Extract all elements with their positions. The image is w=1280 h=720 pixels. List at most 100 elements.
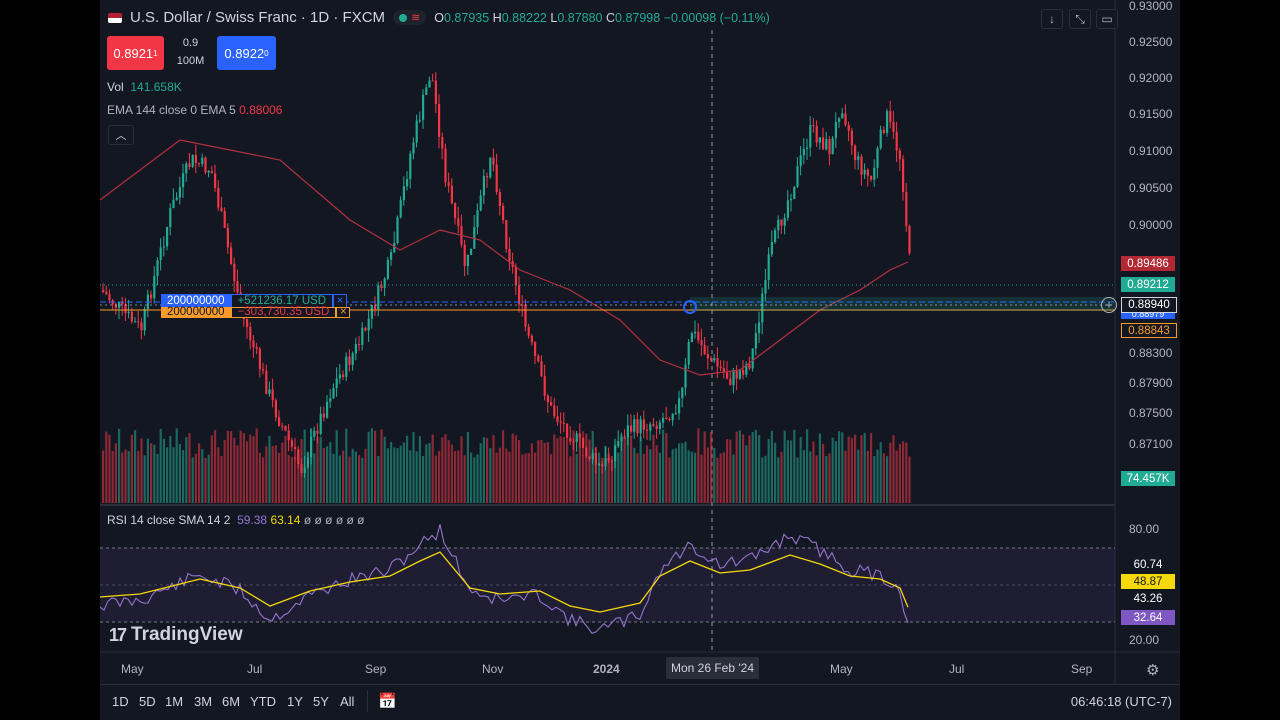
candle-body (370, 305, 373, 319)
ema-legend[interactable]: EMA 144 close 0 EMA 5 0.88006 (107, 103, 282, 117)
volume-legend[interactable]: Vol 141.658K (107, 80, 182, 94)
volume-bar (761, 457, 764, 503)
tradingview-logo[interactable]: 17 TradingView (109, 624, 243, 646)
short-order-label[interactable]: 200000000 −303,730.35 USD × (161, 305, 351, 319)
volume-bar (719, 453, 722, 503)
buy-button[interactable]: 0.8922 0 (217, 36, 276, 70)
candle-body (748, 364, 751, 369)
volume-bar (540, 439, 543, 503)
candle-body (889, 111, 892, 122)
volume-bar (482, 437, 485, 503)
volume-bar (153, 444, 156, 503)
timeframe-button[interactable]: YTD (250, 694, 276, 709)
volume-bar (796, 457, 799, 503)
calendar-range-icon[interactable]: 📅 (378, 693, 397, 710)
candle-body (105, 291, 108, 295)
volume-bar (850, 438, 853, 503)
volume-bar (508, 451, 511, 503)
volume-tag: 74.457K (1121, 471, 1175, 486)
volume-bar (572, 430, 575, 503)
timeframe-button[interactable]: 1D (112, 694, 129, 709)
candle-body (646, 429, 649, 431)
candle-body (886, 111, 889, 134)
volume-bar (732, 454, 735, 503)
rsi-legend[interactable]: RSI 14 close SMA 14 2 59.38 63.14 ø ø ø … (107, 513, 364, 527)
long-order-label[interactable]: 200000000 +521236.17 USD × (161, 294, 348, 308)
rsi-extra: ø ø ø ø ø ø (303, 513, 365, 527)
candle-body (457, 218, 460, 226)
sell-button[interactable]: 0.8921 1 (107, 36, 164, 70)
volume-bar (300, 439, 303, 503)
volume-bar (380, 429, 383, 503)
candle-body (406, 179, 409, 187)
candle-body (882, 129, 885, 134)
candle-body (223, 210, 226, 228)
candle-body (719, 366, 722, 369)
volume-bar (431, 434, 434, 503)
volume-bar (828, 453, 831, 503)
market-status-pill[interactable]: ≋ (393, 10, 427, 25)
volume-bar (671, 449, 674, 503)
chart-canvas[interactable] (100, 0, 1180, 720)
candle-body (671, 413, 674, 421)
candle-body (380, 285, 383, 288)
volume-bar (767, 438, 770, 503)
bottom-toolbar (100, 684, 1180, 720)
volume-bar (754, 429, 757, 503)
gear-icon[interactable]: ⚙ (1146, 662, 1160, 679)
volume-bar (278, 453, 281, 503)
volume-bar (358, 455, 361, 503)
candle-body (182, 173, 185, 188)
volume-bar (466, 431, 469, 503)
candle-body (818, 137, 821, 143)
candle-body (348, 356, 351, 365)
candle-body (441, 137, 444, 149)
timeframe-button[interactable]: 5Y (313, 694, 329, 709)
timeframe-button[interactable]: 1Y (287, 694, 303, 709)
order-anchor (683, 300, 697, 314)
candle-body (876, 148, 879, 168)
candle-body (732, 371, 735, 386)
volume-bar (876, 449, 879, 503)
maximize-icon[interactable]: ▭ (1096, 9, 1118, 29)
volume-bar (127, 451, 130, 503)
timeframe-button[interactable]: 6M (222, 694, 241, 709)
timeframe-button[interactable]: All (340, 694, 355, 709)
volume-bar (636, 453, 639, 503)
candle-body (415, 120, 418, 143)
time-tick: Nov (482, 662, 504, 676)
spread-quantity[interactable]: 0.9 100M (164, 34, 217, 70)
candle-body (409, 153, 412, 180)
candle-body (802, 148, 805, 156)
volume-bar (863, 433, 866, 503)
price-tick: 0.87900 (1129, 376, 1173, 390)
volume-bar (265, 446, 268, 503)
candle-body (287, 430, 290, 441)
volume-bar (166, 447, 169, 503)
timeframe-button[interactable]: 1M (165, 694, 184, 709)
download-icon[interactable]: ↓ (1041, 9, 1063, 29)
volume-bar (786, 440, 789, 503)
volume-bar (518, 440, 521, 503)
time-tick: Sep (365, 662, 387, 676)
candle-body (694, 331, 697, 334)
blue-order-tag: 0.88979 (1121, 309, 1175, 319)
candle-body (271, 389, 274, 401)
volume-bar (505, 448, 508, 503)
symbol-title[interactable]: U.S. Dollar / Swiss Franc · 1D · FXCM (130, 9, 386, 26)
volume-bar (585, 433, 588, 503)
chevron-up-icon[interactable]: ︿ (108, 125, 134, 145)
timeframe-button[interactable]: 3M (194, 694, 213, 709)
volume-bar (550, 454, 553, 503)
candle-body (326, 401, 329, 418)
timeframe-button[interactable]: 5D (139, 694, 156, 709)
crosshair-plus-icon[interactable]: + (1101, 297, 1117, 313)
volume-bar (623, 436, 626, 503)
candle-body (454, 203, 457, 219)
close-icon[interactable]: × (336, 306, 351, 318)
candle-body (569, 437, 572, 442)
symbol-header: U.S. Dollar / Swiss Franc · 1D · FXCM ≋ … (108, 9, 770, 26)
fullscreen-icon[interactable]: ⤡ (1069, 9, 1091, 29)
volume-bar (364, 448, 367, 503)
candle-body (130, 311, 133, 322)
